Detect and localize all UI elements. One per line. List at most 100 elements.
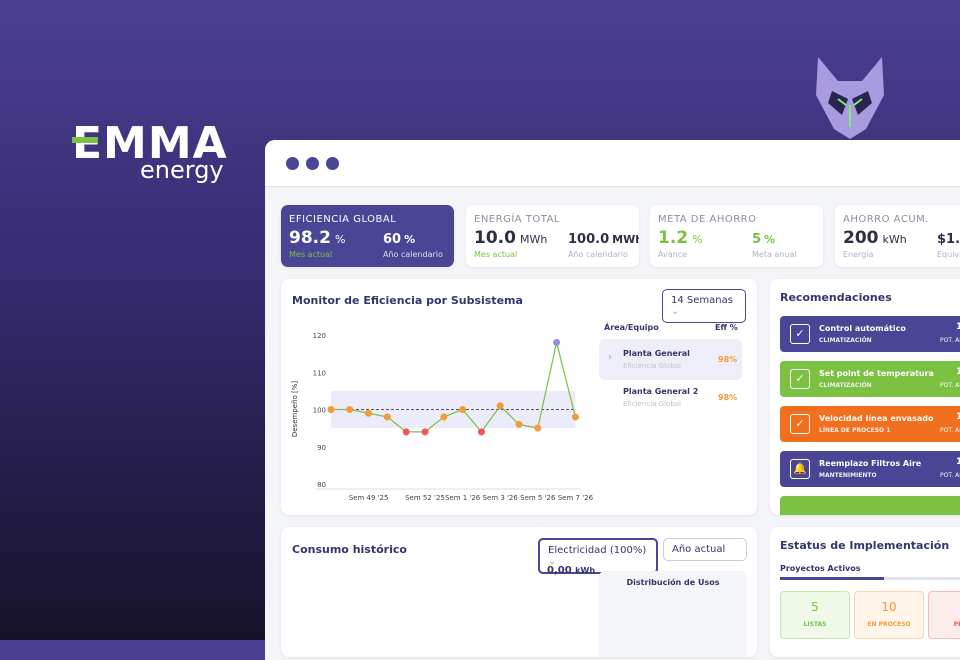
kpi-sub: Año calendario [568,250,628,259]
rec-icon: ✓ [790,414,810,434]
x-tick-label: Sem 3 '26 [483,494,519,502]
data-point [327,406,335,413]
card-title: Consumo histórico [292,543,407,556]
data-point [383,413,391,421]
rec-item[interactable]: ✓ Set point de temperatura CLIMATIZACIÓN 1 P… [780,361,960,397]
line-chart: Desempeño [%] 80 90 100 110 120 Sem 49 '25 Sem… [291,332,594,502]
period-select[interactable]: Año actual [663,538,747,561]
kpi-value: $1.2 [937,232,960,247]
total-value: 0,00 [547,565,572,576]
status-box: 10 EN PROCESO [854,591,924,639]
y-tick-label: 100 [313,407,326,415]
data-point [421,428,429,436]
y-tick-label: 120 [313,332,326,340]
kpi-value: 98.2% [289,228,345,248]
kpi-sub: Equiva [937,250,960,259]
y-tick-label: 90 [317,444,326,452]
rec-sub: MANTENIMIENTO [819,472,877,479]
kpi-title: ENERGÍA TOTAL [474,214,561,225]
window-dot [306,157,319,170]
progress-label: Proyectos Activos [780,564,861,573]
status-box: PEND [928,591,960,639]
rec-value: 1 [956,322,960,332]
kpi-value: 1.2% [658,228,703,248]
kpi-value: 10.0 MWh [474,228,547,248]
recs-card: Recomendaciones ✓ Control automático CLIMA… [770,279,960,515]
rec-item[interactable]: ✓ Control automático CLIMATIZACIÓN 1 POT. AH [780,316,960,352]
window-dot [326,157,339,170]
rec-item[interactable]: 🔔 Reemplazo Filtros Aire MANTENIMIENTO 1 POT… [780,451,960,487]
data-point [346,406,354,413]
window-dot [286,157,299,170]
x-tick-label: Sem 7 '26 [558,494,594,502]
rec-title: Control automático [819,324,906,333]
kpi-unit: % [764,233,776,246]
data-point [553,338,561,346]
select-text: 14 Semanas [671,295,733,306]
kpi-sub: Año calendario [383,250,443,259]
kpi-value: 200 kWh [843,228,907,248]
rec-title: Velocidad línea envasado [819,414,934,423]
kpi-sub: Avance [658,250,688,259]
x-tick-label: Sem 1 '26 [445,494,481,502]
kpi-card: EFICIENCIA GLOBAL 98.2% Mes actual 60% Año c… [281,205,454,267]
energy-select[interactable]: Electricidad (100%) ⌄ [538,538,658,574]
x-tick-label: Sem 52 '25 [405,494,445,502]
status-box: 5 LISTAS [780,591,850,639]
data-point [571,413,579,421]
rec-unit: POT. AH [940,472,960,479]
row-highlight[interactable] [599,339,742,380]
kpi-title: AHORRO ACUM. [843,214,929,225]
status-value: 5 [811,600,819,614]
progress-fill [780,577,884,580]
kpi-card: META DE AHORRO 1.2% Avance 5% Meta anual [650,205,823,267]
kpi-number: 98.2 [289,228,331,248]
status-value: 10 [881,600,897,614]
window-bar [265,140,960,187]
rec-item[interactable]: ✓ Velocidad línea envasado LÍNEA DE PROCES… [780,406,960,442]
row-sub: Eficiencia Global [623,362,682,370]
rec-value: 1 [956,412,960,422]
select-text: Año actual [672,544,726,555]
select-text: Electricidad (100%) [548,545,647,556]
row-eff: 98% [718,393,738,402]
kpi-unit: % [334,233,346,246]
card-title: Estatus de Implementación [780,539,950,552]
kpi-sub: Meta anual [752,250,797,259]
data-point [534,424,542,432]
kpi-number: 200 [843,228,879,248]
weeks-select[interactable]: 14 Semanas ⌄ [662,289,746,323]
rec-item [780,496,960,515]
kpi-number: $1.2 [937,232,960,247]
row-sub: Eficiencia Global [623,400,682,408]
row-name: Planta General 2 [623,387,699,396]
brand-accent [72,137,98,143]
data-point [440,413,448,421]
rec-icon: 🔔 [790,459,810,479]
kpi-unit: % [404,233,416,246]
x-tick-label: Sem 49 '25 [349,494,389,502]
kpi-number: 60 [383,232,402,247]
y-tick-label: 80 [317,481,326,489]
wolf-logo [816,57,884,139]
brand-name: EMMA [72,118,228,169]
rec-value: 1 [956,457,960,467]
rec-value: 1 [956,367,960,377]
rec-unit: POT. AH [940,427,960,434]
y-tick-label: 110 [313,369,326,377]
rec-unit: POT. AH [940,382,960,389]
data-point [402,428,410,436]
status-label: EN PROCESO [867,621,911,628]
row-name: Planta General [623,349,690,358]
kpi-title: EFICIENCIA GLOBAL [289,214,397,225]
kpi-number: 5 [752,232,762,247]
total-consumo: 0,00 kWh [547,565,595,576]
kpi-unit: % [692,233,703,246]
dist-title: Distribución de Usos [626,578,720,587]
rec-icon: ✓ [790,369,810,389]
monitor-card: Monitor de Eficiencia por Subsistema 14 … [281,279,757,515]
kpi-number: 100.0 [568,232,610,247]
